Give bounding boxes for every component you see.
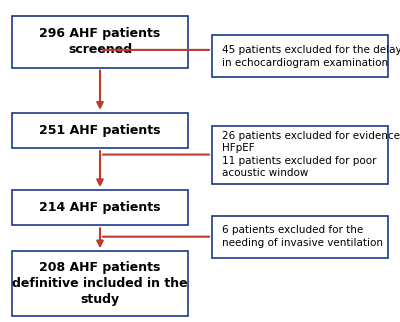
FancyBboxPatch shape	[12, 16, 188, 68]
FancyBboxPatch shape	[12, 251, 188, 316]
Text: 214 AHF patients: 214 AHF patients	[39, 201, 161, 214]
FancyBboxPatch shape	[12, 190, 188, 225]
Text: 26 patients excluded for evidence of
HFpEF
11 patients excluded for poor
acousti: 26 patients excluded for evidence of HFp…	[222, 131, 400, 178]
FancyBboxPatch shape	[212, 126, 388, 184]
Text: 6 patients excluded for the
needing of invasive ventilation: 6 patients excluded for the needing of i…	[222, 225, 383, 248]
Text: 208 AHF patients
definitive included in the
study: 208 AHF patients definitive included in …	[12, 261, 188, 306]
FancyBboxPatch shape	[12, 113, 188, 148]
Text: 251 AHF patients: 251 AHF patients	[39, 124, 161, 137]
FancyBboxPatch shape	[212, 216, 388, 258]
Text: 296 AHF patients
screened: 296 AHF patients screened	[39, 27, 161, 56]
FancyBboxPatch shape	[212, 35, 388, 77]
Text: 45 patients excluded for the delay
in echocardiogram examination: 45 patients excluded for the delay in ec…	[222, 45, 400, 68]
